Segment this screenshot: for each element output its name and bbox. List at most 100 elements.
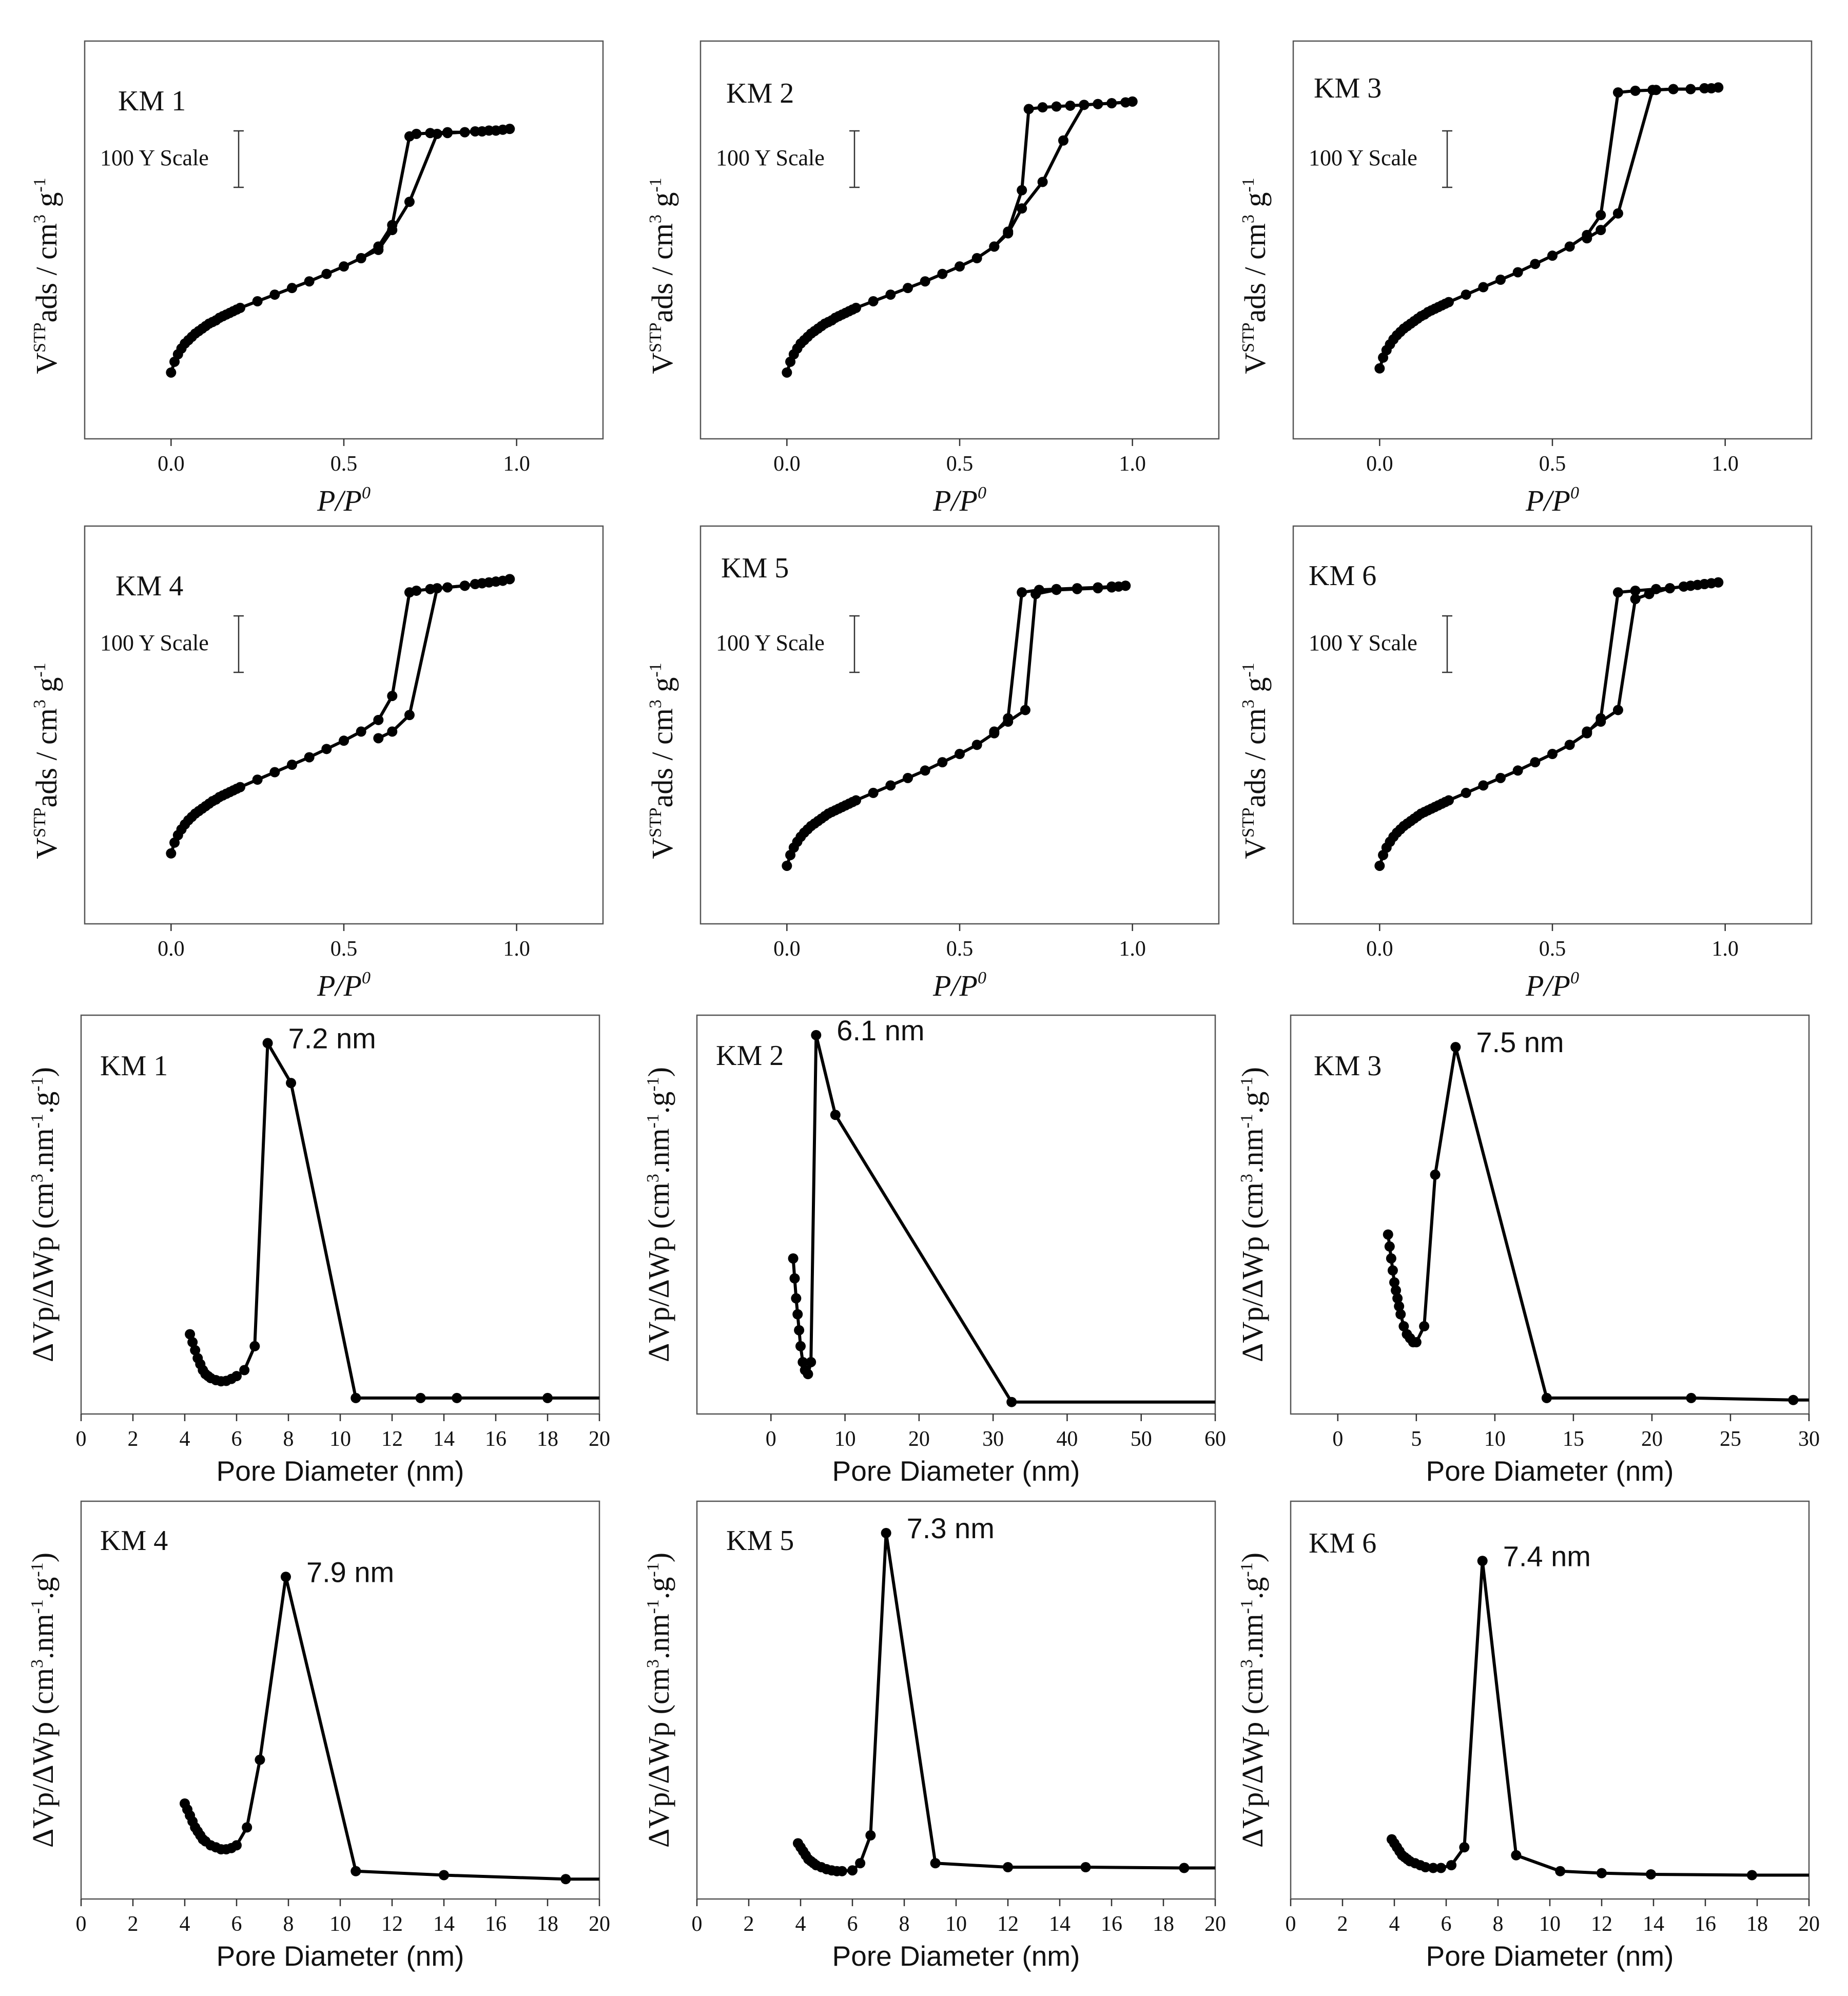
data-point bbox=[255, 1754, 265, 1765]
data-point bbox=[1394, 1301, 1405, 1312]
y-label-part: ads / cm bbox=[646, 223, 679, 322]
data-point bbox=[1461, 787, 1471, 798]
y-label-sup: STP bbox=[1239, 807, 1258, 838]
data-point bbox=[1374, 860, 1385, 871]
data-point bbox=[1411, 1337, 1422, 1348]
x-tick-label: 14 bbox=[433, 1912, 455, 1936]
data-point bbox=[1446, 1860, 1457, 1871]
data-point bbox=[1530, 259, 1541, 269]
y-axis-label: VSTPads / cm3 g-1 bbox=[646, 663, 679, 859]
data-point bbox=[1106, 582, 1117, 593]
y-label-part: .g bbox=[1236, 1092, 1269, 1114]
chart-panel-3: 0.0 0.5 1.0 P/P0 VSTPads / cm3 g-1 100 Y Scal… bbox=[1238, 40, 1813, 517]
chart-panel-5: 0.0 0.5 1.0 P/P0 VSTPads / cm3 g-1 100 Y Scal… bbox=[646, 525, 1220, 1002]
x-axis-label: P/P0 bbox=[1525, 483, 1579, 517]
data-point bbox=[373, 733, 384, 744]
x-tick-label: 2 bbox=[744, 1912, 754, 1936]
x-tick-label: 8 bbox=[1493, 1912, 1504, 1936]
y-label-part: g bbox=[1238, 192, 1272, 215]
peak-label: 7.2 nm bbox=[288, 1022, 376, 1054]
y-label-sup: -1 bbox=[28, 1114, 47, 1128]
data-point bbox=[351, 1392, 361, 1403]
series-line bbox=[169, 577, 510, 854]
x-tick-label: 2 bbox=[1337, 1912, 1348, 1936]
data-point bbox=[1459, 1842, 1470, 1853]
scale-bar-label: 100 Y Scale bbox=[100, 630, 209, 655]
data-point bbox=[235, 782, 245, 792]
x-tick-label: 0 bbox=[692, 1912, 703, 1936]
data-point bbox=[286, 1078, 297, 1089]
x-tick-label: 0 bbox=[76, 1427, 87, 1451]
data-point bbox=[452, 1392, 462, 1403]
y-label-sup: -1 bbox=[1237, 1077, 1256, 1091]
data-point bbox=[837, 1866, 847, 1876]
x-tick-label: 18 bbox=[537, 1912, 558, 1936]
data-point bbox=[1555, 1866, 1566, 1876]
data-point bbox=[1685, 84, 1696, 94]
data-point bbox=[1597, 1868, 1607, 1878]
y-label-part: .nm bbox=[26, 1614, 60, 1659]
panel-label: KM 2 bbox=[726, 77, 794, 109]
data-point bbox=[1419, 1321, 1430, 1332]
x-tick-label: 0.0 bbox=[1366, 937, 1393, 961]
data-point bbox=[542, 1392, 553, 1403]
scale-bar-label: 100 Y Scale bbox=[1309, 630, 1417, 655]
data-point bbox=[477, 578, 488, 589]
chart-panel-9: 0 5 10 15 20 25 30 Pore Diameter (nm) ΔVp/ΔWp (c… bbox=[1236, 1014, 1820, 1487]
data-point bbox=[1037, 102, 1048, 113]
data-point bbox=[920, 765, 930, 776]
y-label-part: g bbox=[646, 192, 679, 215]
x-tick-label: 4 bbox=[795, 1912, 806, 1936]
scale-bar-label: 100 Y Scale bbox=[716, 630, 825, 655]
data-point bbox=[1541, 1392, 1552, 1403]
data-point bbox=[1478, 282, 1489, 293]
data-point bbox=[803, 1369, 813, 1380]
data-point bbox=[1630, 85, 1641, 96]
y-label-sup: -1 bbox=[644, 1599, 663, 1614]
x-tick-label: 18 bbox=[1746, 1912, 1768, 1936]
x-tick-label: 0.0 bbox=[158, 937, 185, 961]
data-point bbox=[782, 860, 792, 871]
data-point bbox=[1461, 289, 1471, 300]
data-point bbox=[855, 1858, 866, 1869]
y-axis-label: VSTPads / cm3 g-1 bbox=[30, 663, 63, 859]
x-tick-label: 12 bbox=[1591, 1912, 1612, 1936]
chart-panel-6: 0.0 0.5 1.0 P/P0 VSTPads / cm3 g-1 100 Y Scal… bbox=[1238, 525, 1813, 1002]
y-label-part: ) bbox=[26, 1067, 60, 1077]
data-point bbox=[1699, 579, 1710, 590]
y-axis-label: ΔVp/ΔWp (cm3.nm-1.g-1) bbox=[26, 1067, 60, 1362]
y-label-part: .nm bbox=[26, 1128, 60, 1174]
x-axis-label: Pore Diameter (nm) bbox=[217, 1455, 464, 1487]
peak-label: 6.1 nm bbox=[837, 1014, 924, 1047]
data-point bbox=[321, 744, 332, 754]
series-line bbox=[791, 1033, 1215, 1404]
x-tick-label: 20 bbox=[589, 1912, 610, 1936]
data-point bbox=[1612, 87, 1623, 98]
y-label-sup: 3 bbox=[1237, 1659, 1256, 1668]
series-line bbox=[993, 100, 1133, 248]
data-point bbox=[269, 767, 280, 778]
panel-label: KM 2 bbox=[716, 1040, 784, 1072]
y-label-sup: -1 bbox=[1237, 1114, 1256, 1128]
x-tick-label: 0.5 bbox=[946, 452, 974, 476]
x-tick-label: 10 bbox=[329, 1427, 351, 1451]
data-point bbox=[504, 574, 515, 585]
y-label-sup: -1 bbox=[28, 1562, 47, 1577]
x-tick-label: 0.5 bbox=[330, 937, 358, 961]
data-point bbox=[1444, 795, 1454, 806]
y-label-part: ) bbox=[1236, 1553, 1269, 1562]
y-label-part: .nm bbox=[1236, 1614, 1269, 1659]
y-label-sup: -1 bbox=[646, 178, 665, 192]
x-tick-label: 18 bbox=[537, 1427, 558, 1451]
data-point bbox=[252, 296, 263, 306]
x-tick-label: 6 bbox=[231, 1427, 242, 1451]
data-point bbox=[387, 726, 398, 737]
y-label-sup: -1 bbox=[30, 663, 49, 677]
x-axis-label: Pore Diameter (nm) bbox=[1426, 1940, 1674, 1972]
data-point bbox=[1788, 1394, 1799, 1405]
data-point bbox=[235, 302, 245, 313]
data-point bbox=[1374, 363, 1385, 374]
data-point bbox=[1017, 587, 1027, 598]
x-tick-label: 6 bbox=[231, 1912, 242, 1936]
